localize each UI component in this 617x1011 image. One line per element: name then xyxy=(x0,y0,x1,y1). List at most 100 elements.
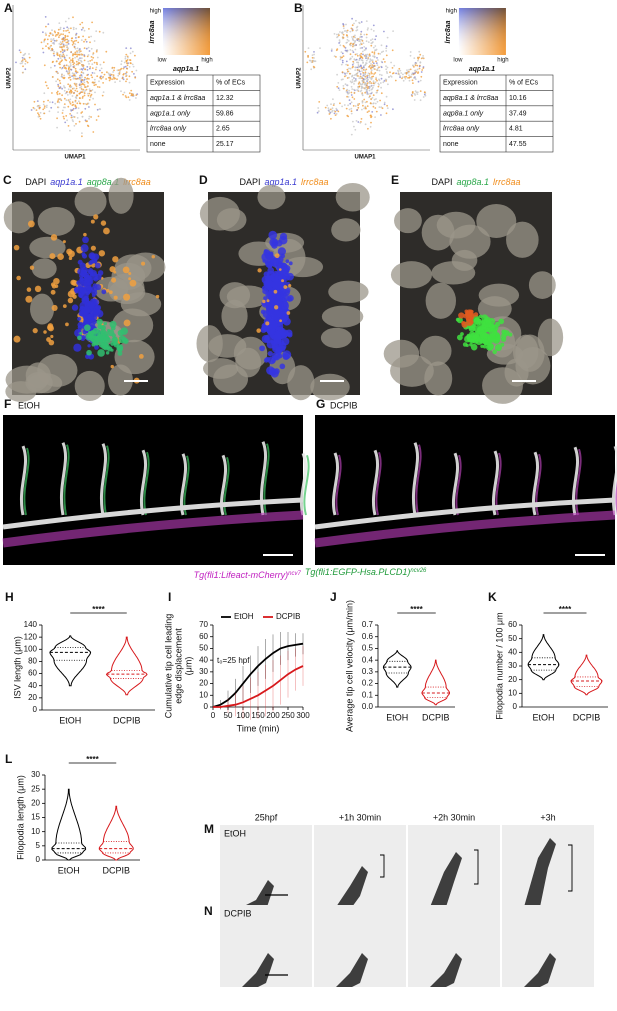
umap-point xyxy=(96,56,99,59)
umap-point xyxy=(58,36,60,39)
umap-point xyxy=(385,78,388,81)
umap-point xyxy=(76,47,79,50)
umap-point xyxy=(371,59,374,62)
umap-point xyxy=(333,112,336,115)
vessel xyxy=(314,510,616,548)
umap-point xyxy=(360,65,362,68)
umap-point xyxy=(397,69,399,72)
umap-point xyxy=(78,51,81,54)
umap-point xyxy=(398,67,401,70)
umap-point xyxy=(391,67,394,69)
umap-point xyxy=(349,53,352,56)
umap-point xyxy=(355,29,358,32)
table-cell: none xyxy=(150,141,166,148)
signal xyxy=(481,332,488,339)
cell xyxy=(336,953,368,987)
umap-point xyxy=(71,57,74,60)
umap-point xyxy=(366,53,369,56)
umap-point xyxy=(363,107,365,110)
umap-point xyxy=(356,53,358,55)
signal xyxy=(263,296,268,301)
umap-point xyxy=(58,22,61,24)
umap-point xyxy=(38,104,41,107)
signal xyxy=(87,344,91,348)
umap-point xyxy=(74,89,77,92)
umap-point xyxy=(91,67,94,69)
umap-point xyxy=(318,101,321,103)
umap-point xyxy=(95,30,98,33)
umap-point xyxy=(68,66,70,69)
umap-point xyxy=(76,94,78,97)
panel-label: C xyxy=(3,173,12,187)
signal xyxy=(81,252,86,257)
umap-point xyxy=(414,63,416,65)
y-tick-label: 20 xyxy=(28,693,37,702)
umap-point xyxy=(380,51,383,54)
umap-point xyxy=(364,105,367,108)
umap-point xyxy=(67,68,70,71)
signal xyxy=(277,247,286,256)
table-header: Expression xyxy=(150,80,185,87)
umap-point xyxy=(346,38,349,41)
umap-point xyxy=(357,69,360,72)
signal xyxy=(107,329,111,333)
nucleus xyxy=(335,182,370,212)
signal xyxy=(77,268,85,276)
signal xyxy=(91,289,98,296)
umap-point xyxy=(89,60,92,62)
umap-point xyxy=(374,45,377,47)
legend-label: high xyxy=(446,9,457,15)
signal xyxy=(151,254,156,259)
umap-point xyxy=(335,113,338,115)
umap-point xyxy=(57,83,59,86)
umap-point xyxy=(83,29,86,32)
umap-point xyxy=(378,106,381,108)
umap-point xyxy=(74,99,77,102)
table-cell: none xyxy=(443,141,459,148)
umap-point xyxy=(66,26,69,29)
y-tick-label: 50 xyxy=(199,644,208,653)
signal xyxy=(86,349,92,356)
umap-point xyxy=(46,104,48,107)
umap-point xyxy=(366,105,369,107)
umap-point xyxy=(91,89,94,91)
umap-point xyxy=(117,72,120,75)
umap-point xyxy=(368,86,371,89)
umap-point xyxy=(332,98,334,101)
umap-point xyxy=(342,23,345,26)
umap-point xyxy=(352,43,355,45)
signal xyxy=(109,320,117,328)
umap-point xyxy=(385,54,388,57)
umap-point xyxy=(369,60,371,63)
umap-point xyxy=(103,73,106,76)
nucleus xyxy=(425,282,457,319)
umap-point xyxy=(345,60,348,63)
umap-point xyxy=(130,89,133,92)
signal xyxy=(257,268,262,273)
umap-point xyxy=(354,66,357,69)
umap-point xyxy=(51,76,54,78)
umap-point xyxy=(351,81,354,83)
umap-point xyxy=(55,70,58,73)
umap-point xyxy=(86,74,89,77)
umap-point xyxy=(61,42,63,45)
signal xyxy=(274,305,279,310)
umap-point xyxy=(69,78,72,81)
umap-point xyxy=(364,56,367,59)
umap-point xyxy=(362,86,364,89)
signal xyxy=(53,277,60,285)
axis-label: UMAP1 xyxy=(354,155,376,161)
umap-point xyxy=(313,53,315,56)
umap-point xyxy=(96,63,98,66)
umap-point xyxy=(353,77,356,79)
umap-point xyxy=(345,23,347,26)
signal xyxy=(50,289,56,295)
signal xyxy=(97,349,105,357)
umap-point xyxy=(110,73,113,76)
table-frame xyxy=(146,74,261,153)
umap-point xyxy=(35,109,38,111)
caption: Tg(fli1:Lifeact-mCherry)ncv7 Tg(fli1:EGFP… xyxy=(194,567,427,580)
umap-point xyxy=(61,94,63,97)
stain-name: lrrc8aa xyxy=(123,177,151,187)
umap-point xyxy=(78,102,81,105)
